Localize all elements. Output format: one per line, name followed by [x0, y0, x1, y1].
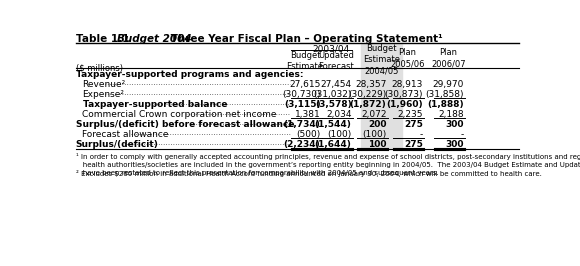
Text: (3,578): (3,578)	[315, 100, 351, 109]
Text: Taxpayer-supported balance: Taxpayer-supported balance	[84, 100, 228, 109]
Text: 2,188: 2,188	[438, 110, 464, 119]
Text: (100): (100)	[327, 130, 351, 139]
Text: (2,234): (2,234)	[284, 140, 321, 149]
Text: 2,034: 2,034	[326, 110, 351, 119]
Text: 1,381: 1,381	[295, 110, 321, 119]
Text: Budget
Estimate
2004/05: Budget Estimate 2004/05	[363, 44, 400, 76]
Text: (1,872): (1,872)	[350, 100, 386, 109]
Text: (3,115): (3,115)	[284, 100, 321, 109]
Text: Three Year Fiscal Plan – Operating Statement¹: Three Year Fiscal Plan – Operating State…	[167, 34, 443, 44]
Bar	[361, 44, 402, 149]
Text: ¹ In order to comply with generally accepted accounting principles, revenue and : ¹ In order to comply with generally acce…	[75, 153, 580, 176]
Text: Surplus/(deficit) before forecast allowance: Surplus/(deficit) before forecast allowa…	[75, 120, 294, 129]
Text: Commercial Crown corporation net income: Commercial Crown corporation net income	[82, 110, 276, 119]
Text: 275: 275	[404, 140, 423, 149]
Text: 300: 300	[445, 140, 464, 149]
Text: 29,970: 29,970	[433, 80, 464, 89]
Text: (31,032): (31,032)	[313, 90, 351, 99]
Text: (100): (100)	[362, 130, 386, 139]
Text: 100: 100	[368, 140, 386, 149]
Text: Expense²: Expense²	[82, 90, 124, 99]
Text: Budget
Estimate: Budget Estimate	[287, 51, 324, 71]
Text: Surplus/(deficit): Surplus/(deficit)	[75, 140, 158, 149]
Text: 27,615: 27,615	[289, 80, 321, 89]
Text: (1,644): (1,644)	[314, 140, 351, 149]
Text: 2,072: 2,072	[361, 110, 386, 119]
Text: 2,235: 2,235	[397, 110, 423, 119]
Text: 300: 300	[445, 120, 464, 129]
Text: Updated
Forecast: Updated Forecast	[318, 51, 354, 71]
Text: 200: 200	[368, 120, 386, 129]
Text: (500): (500)	[296, 130, 321, 139]
Text: 28,913: 28,913	[392, 80, 423, 89]
Text: Plan
2005/06: Plan 2005/06	[390, 48, 425, 68]
Text: 2003/04: 2003/04	[312, 44, 349, 53]
Text: (1,960): (1,960)	[386, 100, 423, 109]
Text: Revenue²: Revenue²	[82, 80, 125, 89]
Text: Forecast allowance: Forecast allowance	[82, 130, 168, 139]
Text: ($ millions): ($ millions)	[75, 64, 122, 73]
Text: (30,873): (30,873)	[385, 90, 423, 99]
Text: Plan
2006/07: Plan 2006/07	[431, 48, 466, 68]
Text: Taxpayer-supported programs and agencies:: Taxpayer-supported programs and agencies…	[75, 70, 303, 79]
Text: -: -	[419, 130, 423, 139]
Text: (1,888): (1,888)	[427, 100, 464, 109]
Text: Budget 2004: Budget 2004	[117, 34, 191, 44]
Text: Table 1.1: Table 1.1	[75, 34, 129, 44]
Text: 275: 275	[404, 120, 423, 129]
Text: (30,229): (30,229)	[348, 90, 386, 99]
Text: ² Excludes $260 million in additional Health Accord funding announced on January: ² Excludes $260 million in additional He…	[75, 170, 542, 177]
Text: -: -	[461, 130, 464, 139]
Text: 27,454: 27,454	[320, 80, 351, 89]
Text: (30,730): (30,730)	[282, 90, 321, 99]
Text: 28,357: 28,357	[355, 80, 386, 89]
Text: (1,734): (1,734)	[284, 120, 321, 129]
Text: (1,544): (1,544)	[314, 120, 351, 129]
Text: (31,858): (31,858)	[425, 90, 464, 99]
